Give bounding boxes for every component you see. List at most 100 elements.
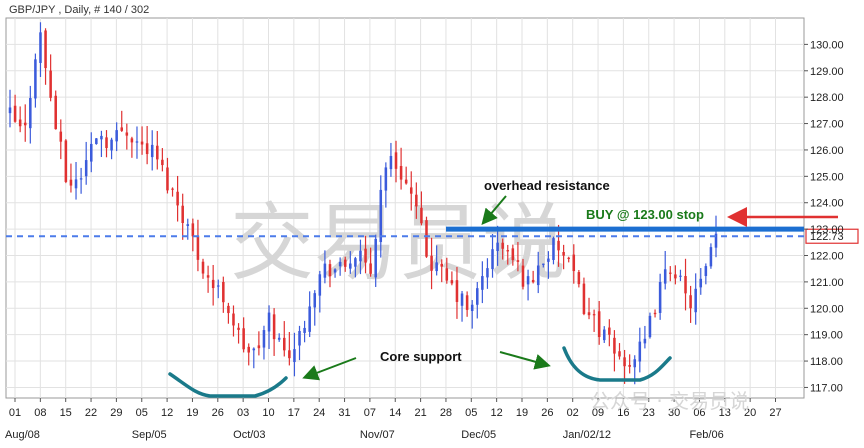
y-tick-label: 122.00 bbox=[810, 251, 844, 263]
watermark-footer: 公众号 · 交易员说 bbox=[590, 389, 749, 413]
candle-body bbox=[79, 178, 83, 180]
x-tick-label: 17 bbox=[288, 407, 300, 419]
candle-body bbox=[613, 337, 616, 354]
candle-body bbox=[288, 350, 291, 359]
candle-body bbox=[308, 306, 311, 332]
x-tick-label: 13 bbox=[719, 407, 731, 419]
chart-header: GBP/JPY , Daily, # 140 / 302 bbox=[9, 4, 149, 16]
candle-body bbox=[74, 179, 78, 189]
x-tick-label: 03 bbox=[237, 407, 249, 419]
y-tick-label: 117.00 bbox=[810, 382, 843, 394]
y-tick-label: 126.00 bbox=[810, 145, 844, 157]
candle-body bbox=[552, 238, 555, 261]
candle-body bbox=[54, 95, 57, 130]
candle-body bbox=[191, 223, 195, 237]
candle-body bbox=[658, 282, 662, 313]
support-arc-left bbox=[168, 372, 288, 398]
candle-body bbox=[648, 315, 652, 338]
x-tick-label: 12 bbox=[491, 407, 503, 419]
candle-body bbox=[643, 338, 647, 344]
candle-body bbox=[608, 327, 611, 335]
annotations: overhead resistance BUY @ 123.00 stop Core… bbox=[168, 178, 838, 398]
candle-body bbox=[638, 341, 642, 362]
candle-body bbox=[237, 327, 240, 330]
candle-body bbox=[435, 262, 438, 272]
candle-body bbox=[547, 258, 550, 262]
candle-body bbox=[597, 311, 601, 338]
x-tick-label: 26 bbox=[541, 407, 553, 419]
current-price-box bbox=[805, 228, 859, 244]
candles bbox=[8, 22, 718, 385]
candle-body bbox=[39, 32, 42, 63]
candle-body bbox=[455, 280, 459, 302]
support-arrow-right bbox=[499, 351, 551, 370]
candle-body bbox=[298, 330, 301, 346]
candle-body bbox=[628, 364, 631, 367]
y-tick-label: 128.00 bbox=[810, 92, 844, 104]
y-tick-label: 130.00 bbox=[810, 39, 844, 51]
candle-body bbox=[29, 97, 32, 129]
candle-body bbox=[709, 247, 713, 267]
candle-body bbox=[496, 242, 499, 251]
candle-body bbox=[145, 143, 149, 155]
candle-body bbox=[349, 263, 352, 269]
x-tick-label: 31 bbox=[338, 407, 350, 419]
x-tick-label: 20 bbox=[744, 407, 756, 419]
candle-body bbox=[49, 70, 52, 98]
candle-body bbox=[216, 285, 220, 287]
candle-body bbox=[283, 337, 286, 351]
y-tick-label: 121.00 bbox=[810, 277, 844, 289]
candle-body bbox=[59, 131, 63, 142]
month-label: Aug/08 bbox=[5, 429, 40, 441]
candle-body bbox=[440, 263, 443, 267]
candle-body bbox=[384, 167, 388, 191]
candle-body bbox=[150, 144, 154, 158]
y-tick-label: 120.00 bbox=[810, 303, 844, 315]
candle-body bbox=[176, 191, 179, 206]
candle-body bbox=[13, 105, 17, 122]
candle-body bbox=[653, 312, 657, 315]
candle-body bbox=[257, 345, 261, 349]
candle-body bbox=[252, 348, 256, 351]
candle-body bbox=[343, 259, 347, 267]
candle-body bbox=[181, 205, 184, 224]
candle-body bbox=[714, 233, 718, 248]
candle-body bbox=[161, 159, 164, 166]
candle-body bbox=[572, 254, 576, 272]
candle-body bbox=[501, 242, 504, 249]
candle-body bbox=[227, 305, 230, 314]
candle-body bbox=[262, 330, 266, 348]
candle-body bbox=[120, 127, 124, 131]
candle-body bbox=[491, 249, 494, 270]
candle-body bbox=[89, 143, 93, 162]
candle-body bbox=[186, 224, 190, 226]
candle-body bbox=[64, 140, 68, 182]
resistance-arrow bbox=[481, 195, 507, 226]
y-tick-label: 127.00 bbox=[810, 119, 844, 131]
candle-body bbox=[171, 188, 174, 190]
candle-body bbox=[95, 138, 98, 145]
candle-body bbox=[430, 255, 433, 271]
candle-body bbox=[618, 351, 621, 357]
candle-body bbox=[272, 314, 276, 340]
x-tick-label: 24 bbox=[313, 407, 325, 419]
x-tick-label: 07 bbox=[364, 407, 376, 419]
candle-body bbox=[704, 266, 708, 277]
candle-body bbox=[699, 278, 703, 288]
candle-body bbox=[8, 107, 12, 114]
candle-body bbox=[369, 263, 372, 274]
candle-body bbox=[399, 166, 403, 180]
candle-body bbox=[359, 250, 362, 262]
x-tick-label: 01 bbox=[9, 407, 21, 419]
candle-body bbox=[481, 276, 484, 290]
candle-body bbox=[470, 304, 474, 312]
month-label: Dec/05 bbox=[461, 429, 496, 441]
month-label: Oct/03 bbox=[233, 429, 265, 441]
support-label: Core support bbox=[380, 349, 462, 364]
candle-body bbox=[267, 312, 271, 332]
candle-body bbox=[557, 240, 560, 251]
candle-body bbox=[166, 167, 169, 191]
candle-body bbox=[247, 346, 250, 353]
candle-body bbox=[460, 293, 464, 306]
